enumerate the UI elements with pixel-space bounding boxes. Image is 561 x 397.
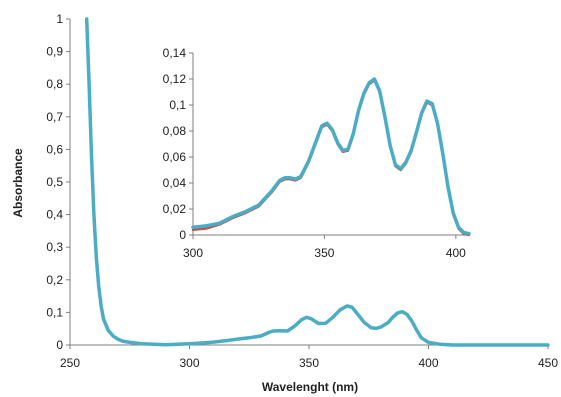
main-x-tick-label: 300 bbox=[179, 356, 199, 370]
main-y-tick-label: 0,9 bbox=[46, 45, 63, 59]
inset-y-tick-label: 0,02 bbox=[163, 202, 187, 216]
main-x-tick-label: 350 bbox=[299, 356, 319, 370]
main-y-tick-label: 1 bbox=[56, 12, 63, 26]
inset-y-tick-label: 0,14 bbox=[163, 46, 187, 60]
inset-y-tick-label: 0 bbox=[179, 228, 186, 242]
inset-x-tick-label: 300 bbox=[183, 246, 203, 260]
main-y-tick-label: 0,2 bbox=[46, 273, 63, 287]
x-axis-title: Wavelenght (nm) bbox=[262, 380, 358, 394]
main-y-tick-label: 0,8 bbox=[46, 77, 63, 91]
inset-y-tick-label: 0,04 bbox=[163, 176, 187, 190]
main-series-line-1 bbox=[84, 17, 550, 347]
main-y-tick-label: 0,4 bbox=[46, 208, 63, 222]
main-x-tick-label: 400 bbox=[418, 356, 438, 370]
main-y-tick-label: 0,3 bbox=[46, 240, 63, 254]
main-plot: 0 0,1 0,2 0,3 0,4 0,5 0,6 0,7 0,8 0,9 1 250 300 350 40… bbox=[46, 12, 558, 370]
main-y-tick-label: 0,5 bbox=[46, 175, 63, 189]
y-axis-title: Absorbance bbox=[11, 148, 25, 218]
inset-x-tick-label: 400 bbox=[446, 246, 466, 260]
main-y-tick-label: 0,6 bbox=[46, 142, 63, 156]
main-y-tick-label: 0,1 bbox=[46, 305, 63, 319]
inset-y-tick-label: 0,06 bbox=[163, 150, 187, 164]
main-y-tick-label: 0 bbox=[56, 338, 63, 352]
inset-y-tick-label: 0,08 bbox=[163, 124, 187, 138]
main-y-tick-label: 0,7 bbox=[46, 110, 63, 124]
inset-x-tick-label: 350 bbox=[314, 246, 334, 260]
main-x-tick-label: 250 bbox=[60, 356, 80, 370]
inset-y-tick-label: 0,12 bbox=[163, 72, 187, 86]
inset-series-line-2 bbox=[191, 77, 471, 236]
inset-plot: 0 0,02 0,04 0,06 0,08 0,1 0,12 0,14 300 350 400 bbox=[163, 46, 471, 260]
inset-y-tick-label: 0,1 bbox=[169, 98, 186, 112]
main-x-tick-label: 450 bbox=[538, 356, 558, 370]
